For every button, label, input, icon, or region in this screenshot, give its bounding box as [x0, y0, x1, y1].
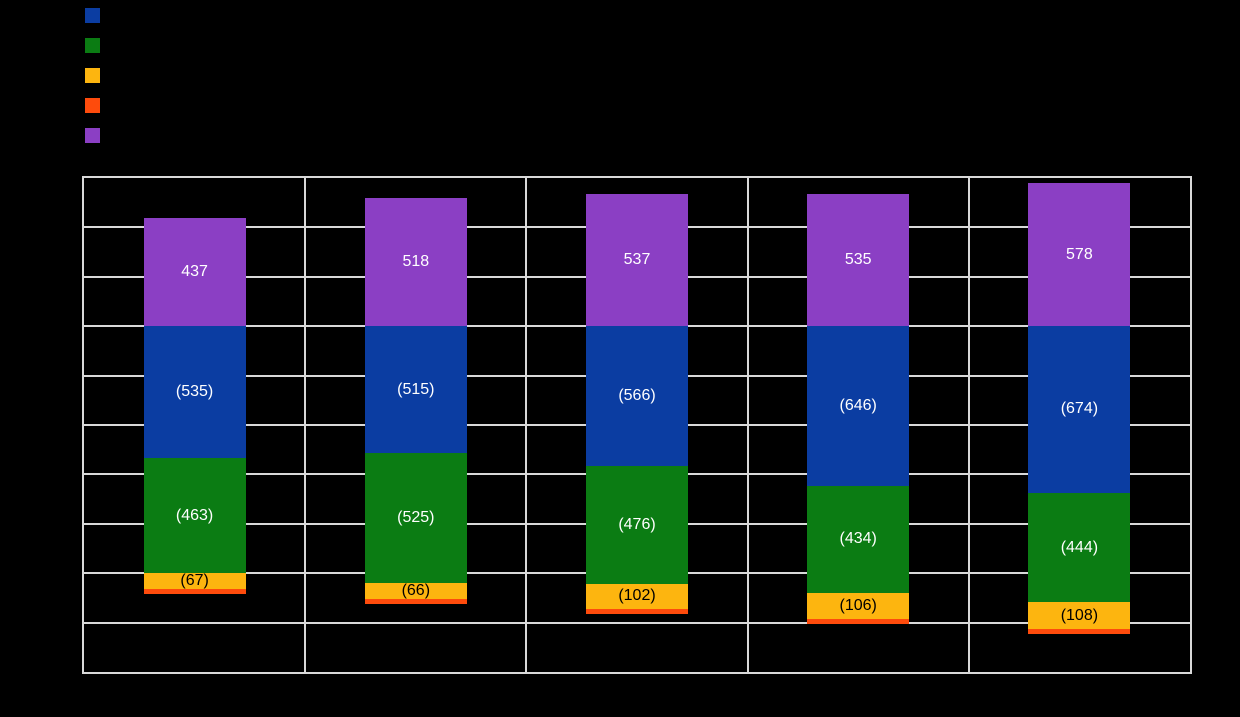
- bar-4-segment-series-4: [807, 619, 910, 625]
- bar-3-segment-series-2: (476): [586, 466, 688, 584]
- bar-value-label: 518: [402, 253, 430, 271]
- legend-item-series-2: [85, 38, 108, 53]
- legend-item-series-3: [85, 68, 108, 83]
- bar-3-segment-series-5: 537: [586, 193, 688, 327]
- bar-value-label: (106): [839, 597, 877, 615]
- bar-value-label: (566): [618, 387, 656, 405]
- bar-1-segment-series-3: (67): [143, 571, 246, 590]
- bar-value-label: (674): [1060, 400, 1099, 418]
- legend-swatch-series-3: [85, 68, 100, 83]
- bar-value-label: 578: [1066, 245, 1093, 263]
- bar-3-segment-series-1: (566): [586, 326, 688, 466]
- legend-swatch-series-5: [85, 128, 100, 143]
- legend-swatch-series-2: [85, 38, 100, 53]
- bar-value-label: (102): [618, 587, 656, 605]
- bar-value-label: (535): [175, 383, 214, 401]
- bar-5-segment-series-3: (108): [1028, 602, 1131, 630]
- bar-value-label: (108): [1060, 606, 1099, 624]
- bar-1-segment-series-5: 437: [143, 218, 246, 327]
- bar-value-label: (515): [397, 380, 435, 398]
- bar-2-segment-series-5: 518: [364, 198, 467, 327]
- bar-2-segment-series-1: (515): [364, 326, 467, 454]
- bar-1-segment-series-2: (463): [143, 458, 246, 573]
- legend-item-series-4: [85, 98, 108, 113]
- bar-3-segment-series-3: (102): [586, 583, 688, 609]
- bar-4-segment-series-3: (106): [807, 592, 910, 620]
- bar-2-segment-series-3: (66): [364, 582, 467, 600]
- bar-5-segment-series-4: [1028, 629, 1131, 634]
- plot-area: 437 (535) (463) (67) 518 (515) (525) (66) 537 (56…: [82, 176, 1192, 674]
- bar-value-label: 537: [623, 250, 651, 268]
- bar-value-label: 437: [181, 263, 208, 281]
- legend-item-series-1: [85, 8, 108, 23]
- bar-4-segment-series-5: 535: [807, 194, 910, 327]
- bar-1-segment-series-4: [143, 589, 246, 595]
- bar-4-segment-series-2: (434): [807, 485, 910, 593]
- gridline-vertical: [525, 178, 528, 672]
- bar-5-segment-series-1: (674): [1028, 326, 1131, 493]
- legend-item-series-5: [85, 128, 108, 143]
- bar-2-segment-series-4: [364, 599, 467, 605]
- legend: [85, 8, 108, 158]
- bar-value-label: (525): [397, 509, 435, 527]
- gridline-vertical: [304, 178, 307, 672]
- bar-value-label: (476): [618, 515, 656, 533]
- bar-5-segment-series-2: (444): [1028, 492, 1131, 603]
- bar-value-label: (646): [839, 396, 877, 414]
- bar-3-segment-series-4: [586, 608, 688, 614]
- legend-swatch-series-1: [85, 8, 100, 23]
- gridline-vertical: [967, 178, 970, 672]
- gridline-vertical: [746, 178, 749, 672]
- bar-2-segment-series-2: (525): [364, 453, 467, 584]
- legend-swatch-series-4: [85, 98, 100, 113]
- bar-value-label: 535: [844, 251, 872, 269]
- bar-value-label: (444): [1060, 538, 1099, 556]
- bar-1-segment-series-1: (535): [143, 326, 246, 459]
- bar-value-label: (463): [175, 506, 214, 524]
- bar-value-label: (67): [180, 571, 209, 589]
- bar-value-label: (434): [839, 530, 877, 548]
- gridline-horizontal: [84, 621, 1190, 624]
- bar-4-segment-series-1: (646): [807, 326, 910, 486]
- bar-value-label: (66): [401, 582, 431, 600]
- bar-5-segment-series-5: 578: [1028, 183, 1131, 327]
